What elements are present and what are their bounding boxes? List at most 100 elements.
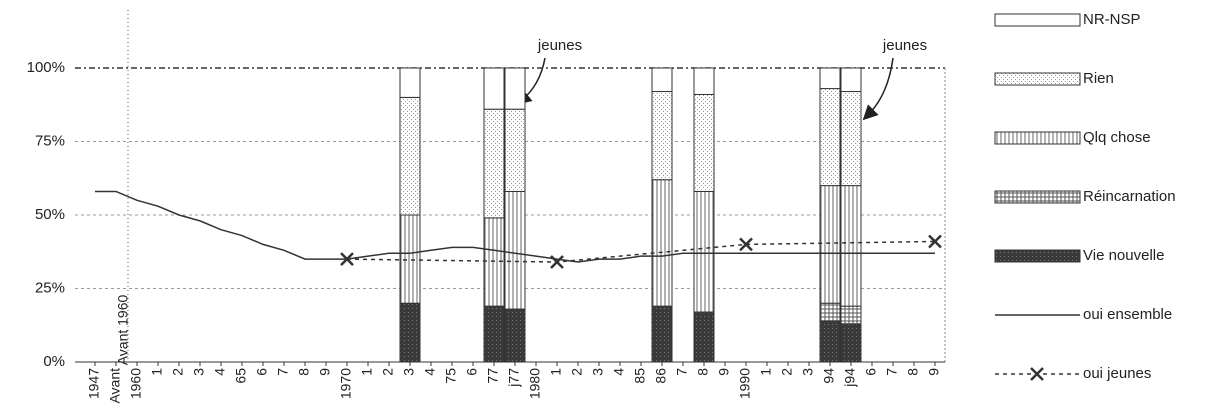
x-tick-label: 6 — [254, 368, 270, 376]
line-marker — [928, 234, 942, 249]
annotation: jeunes — [537, 37, 582, 54]
legend-label: Réincarnation — [1083, 188, 1176, 205]
x-tick-label: 3 — [191, 368, 207, 376]
line-marker — [739, 237, 753, 252]
bar-segment — [819, 320, 841, 363]
x-tick-label: 9 — [926, 368, 942, 376]
x-tick-label: 65 — [233, 368, 249, 384]
bar-segment — [693, 190, 715, 313]
x-tick-label: 4 — [422, 368, 438, 376]
x-tick-label: 3 — [401, 368, 417, 376]
line-marker — [550, 255, 564, 269]
x-tick-label: 2 — [779, 368, 795, 376]
x-tick-label: j94 — [842, 368, 858, 388]
annotation: Avant 1960 — [115, 295, 131, 366]
x-tick-label: 2 — [569, 368, 585, 376]
legend-swatch — [994, 13, 1081, 27]
x-tick-label: 1970 — [338, 368, 354, 399]
y-tick-label: 50% — [35, 206, 65, 223]
bar-segment — [840, 67, 862, 93]
annotation-arrow — [862, 57, 894, 121]
x-tick-label: 6 — [464, 368, 480, 376]
x-tick-label: 3 — [590, 368, 606, 376]
bar-segment — [399, 302, 421, 363]
x-tick-label: 1980 — [527, 368, 543, 399]
legend-label: Qlq chose — [1083, 129, 1151, 146]
x-tick-label: Avant — [107, 368, 123, 404]
x-tick-label: 4 — [611, 368, 627, 376]
x-tick-label: 9 — [317, 368, 333, 376]
legend-swatch — [994, 131, 1081, 145]
bar-segment — [483, 108, 505, 219]
bar-segment — [840, 185, 862, 307]
bar-segment — [651, 179, 673, 307]
line-marker — [340, 252, 354, 266]
y-tick-label: 0% — [43, 353, 65, 370]
line — [95, 190, 935, 263]
x-tick-label: 85 — [632, 368, 648, 384]
x-tick-label: 77 — [485, 368, 501, 384]
bar-segment — [651, 305, 673, 363]
x-tick-label: 75 — [443, 368, 459, 384]
bar-segment — [651, 67, 673, 93]
x-tick-label: 4 — [212, 368, 228, 376]
bar-segment — [693, 311, 715, 363]
bar-segment — [504, 108, 526, 192]
x-tick-label: 86 — [653, 368, 669, 384]
bar-segment — [819, 185, 841, 304]
bar-segment — [504, 308, 526, 363]
x-tick-label: 1 — [548, 368, 564, 376]
bar-segment — [483, 217, 505, 307]
legend-swatch — [994, 249, 1081, 263]
bar-segment — [819, 88, 841, 187]
bar-segment — [399, 96, 421, 216]
line-marker — [1030, 367, 1044, 381]
x-tick-label: 8 — [296, 368, 312, 376]
x-tick-label: 7 — [884, 368, 900, 376]
x-tick-label: 1990 — [737, 368, 753, 399]
bar-segment — [840, 305, 862, 325]
legend-swatch — [994, 72, 1081, 86]
x-tick-label: 6 — [863, 368, 879, 376]
y-tick-label: 25% — [35, 279, 65, 296]
bar-segment — [840, 91, 862, 187]
x-tick-label: 9 — [716, 368, 732, 376]
legend-label: oui jeunes — [1083, 365, 1151, 382]
x-tick-label: 8 — [695, 368, 711, 376]
x-tick-label: 2 — [170, 368, 186, 376]
bar-segment — [693, 93, 715, 192]
x-tick-label: j77 — [506, 368, 522, 388]
y-tick-label: 75% — [35, 132, 65, 149]
bar-segment — [840, 323, 862, 363]
x-tick-label: 7 — [674, 368, 690, 376]
y-tick-label: 100% — [27, 59, 65, 76]
x-tick-label: 3 — [800, 368, 816, 376]
bar-segment — [399, 214, 421, 304]
legend-label: NR-NSP — [1083, 11, 1141, 28]
x-tick-label: 1 — [359, 368, 375, 376]
line — [346, 240, 936, 263]
bar-segment — [483, 305, 505, 363]
legend-label: Rien — [1083, 70, 1114, 87]
bar-segment — [504, 67, 526, 110]
x-tick-label: 94 — [821, 368, 837, 384]
x-tick-label: 2 — [380, 368, 396, 376]
x-tick-label: 1 — [149, 368, 165, 376]
bar-segment — [483, 67, 505, 110]
legend-label: oui ensemble — [1083, 306, 1172, 323]
x-tick-label: 1 — [758, 368, 774, 376]
bar-segment — [651, 91, 673, 181]
bar-segment — [504, 190, 526, 310]
legend-swatch — [994, 190, 1081, 204]
x-tick-label: 1960 — [128, 368, 144, 399]
bar-segment — [819, 67, 841, 90]
x-tick-label: 7 — [275, 368, 291, 376]
bar-segment — [819, 302, 841, 322]
bar-segment — [693, 67, 715, 95]
bar-segment — [399, 67, 421, 98]
legend-label: Vie nouvelle — [1083, 247, 1164, 264]
annotation: jeunes — [882, 37, 927, 54]
x-tick-label: 1947 — [86, 368, 102, 399]
